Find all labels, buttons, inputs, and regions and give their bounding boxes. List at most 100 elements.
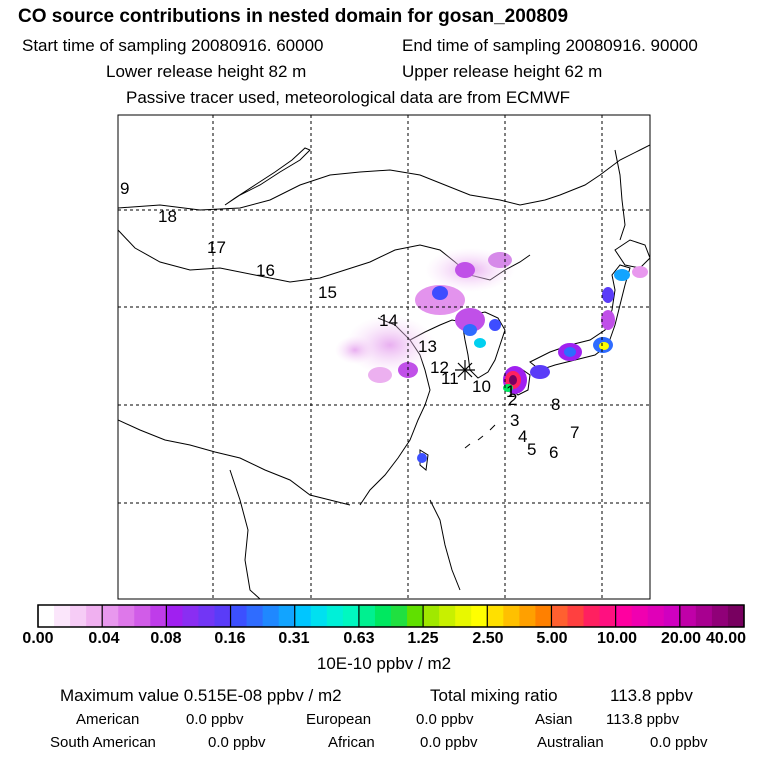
australian-value: 0.0 ppbv: [650, 734, 708, 751]
american-label: American: [76, 711, 140, 728]
colorbar-segment: [567, 605, 585, 627]
colorbar-tick-label: 1.25: [407, 630, 439, 647]
colorbar: [37, 604, 745, 628]
trajectory-label: 1: [506, 382, 515, 401]
colorbar-segment: [647, 605, 665, 627]
upper-release-label: Upper release height 62 m: [402, 62, 603, 81]
colorbar-segment: [118, 605, 135, 627]
tracer-note: Passive tracer used, meteorological data…: [126, 88, 571, 107]
colorbar-segment: [134, 605, 151, 627]
trajectory-label: 2: [508, 390, 517, 409]
colorbar-segment: [455, 605, 472, 627]
coast-south-china: [118, 419, 351, 506]
coast-indochina: [229, 469, 261, 599]
lower-release-label: Lower release height 82 m: [106, 62, 307, 81]
trajectory-label: 4: [518, 427, 527, 446]
map-frame: [117, 114, 651, 600]
colorbar-segment: [198, 605, 215, 627]
trajectory-label: 9: [120, 179, 129, 198]
grid-lines: [118, 115, 650, 599]
colorbar-segment: [246, 605, 264, 627]
american-value: 0.0 ppbv: [186, 711, 244, 728]
colorbar-tick-label: 40.00: [705, 630, 747, 647]
south-american-value: 0.0 ppbv: [208, 734, 266, 751]
trajectory-label: 14: [379, 311, 398, 330]
asian-value: 113.8 ppbv: [606, 711, 680, 728]
max-value-label: Maximum value 0.515E-08 ppbv / m2: [60, 686, 342, 705]
trajectory-label: 10: [472, 377, 491, 396]
ryukyu: [464, 424, 496, 449]
colorbar-segment: [535, 605, 552, 627]
colorbar-tick-label: 20.00: [660, 630, 702, 647]
colorbar-tick-label: 0.04: [88, 630, 120, 647]
trajectory-label: 11: [441, 369, 459, 388]
colorbar-tick-label: 0.08: [150, 630, 182, 647]
colorbar-segment: [727, 605, 745, 627]
colorbar-segment: [166, 605, 183, 627]
receptor-marker: [455, 360, 475, 380]
colorbar-segment: [214, 605, 232, 627]
colorbar-segment: [423, 605, 440, 627]
trajectory-label: 7: [570, 423, 579, 442]
colorbar-segment: [342, 605, 360, 627]
colorbar-segment: [374, 605, 392, 627]
korea-peninsula: [461, 311, 506, 379]
colorbar-segment: [262, 605, 280, 627]
plume-layer: [335, 248, 648, 463]
colorbar-segment: [358, 605, 376, 627]
colorbar-segment: [294, 605, 312, 627]
colorbar-segment: [150, 605, 167, 627]
colorbar-segment: [230, 605, 248, 627]
colorbar-tick-label: 5.00: [536, 630, 568, 647]
colorbar-segment: [439, 605, 456, 627]
colorbar-segment: [182, 605, 199, 627]
colorbar-segment: [70, 605, 87, 627]
european-label: European: [306, 711, 372, 728]
colorbar-segment: [695, 605, 713, 627]
colorbar-segment: [407, 605, 424, 627]
trajectory-label: 5: [527, 440, 536, 459]
colorbar-segment: [599, 605, 617, 627]
colorbar-segment: [679, 605, 697, 627]
coastline-north: [118, 144, 650, 211]
colorbar-unit-label: 10E-10 ppbv / m2: [316, 654, 452, 673]
trajectory-label: 8: [551, 395, 560, 414]
colorbar-tick-label: 0.16: [214, 630, 246, 647]
trajectory-label: 15: [318, 283, 337, 302]
trajectory-label: 12: [430, 358, 449, 377]
colorbar-segment: [471, 605, 488, 627]
colorbar-segment: [631, 605, 649, 627]
colorbar-segment: [391, 605, 408, 627]
colorbar-segment: [102, 605, 119, 627]
colorbar-tick-label: 0.00: [22, 630, 54, 647]
trajectory-label: 6: [549, 443, 558, 462]
colorbar-segment: [487, 605, 504, 627]
colorbar-segment: [54, 605, 71, 627]
japan-hokkaido: [614, 239, 650, 269]
trajectory-label: 17: [207, 238, 226, 257]
colorbar-segment: [503, 605, 520, 627]
colorbar-segment: [711, 605, 729, 627]
colorbar-segment: [663, 605, 681, 627]
colorbar-segment: [278, 605, 296, 627]
south-american-label: South American: [50, 734, 156, 751]
african-value: 0.0 ppbv: [420, 734, 478, 751]
colorbar-segment: [583, 605, 601, 627]
total-mixing-label: Total mixing ratio: [430, 686, 558, 705]
trajectory-label: 3: [510, 411, 519, 430]
coast-philippines: [429, 499, 461, 591]
plot-title: CO source contributions in nested domain…: [18, 6, 569, 27]
coastline-baikal: [224, 147, 311, 206]
colorbar-segment: [551, 605, 568, 627]
colorbar-segment: [615, 605, 633, 627]
trajectory-label: 18: [158, 207, 177, 226]
european-value: 0.0 ppbv: [416, 711, 474, 728]
colorbar-segment: [326, 605, 344, 627]
colorbar-frame: [37, 604, 745, 628]
colorbar-tick-label: 0.63: [343, 630, 375, 647]
asian-label: Asian: [535, 711, 573, 728]
colorbar-segment: [86, 605, 103, 627]
start-time-label: Start time of sampling 20080916. 60000: [22, 36, 324, 55]
colorbar-tick-label: 2.50: [472, 630, 504, 647]
